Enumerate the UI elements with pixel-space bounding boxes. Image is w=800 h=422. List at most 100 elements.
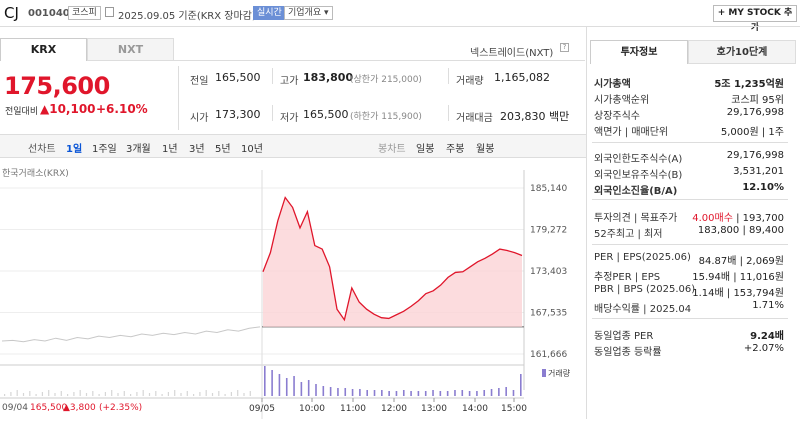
volume-bar — [512, 390, 515, 396]
y-tick-label: 185,140 — [530, 184, 567, 194]
volume-bar — [218, 391, 220, 396]
volume-bar — [16, 390, 18, 396]
volume-bar — [264, 366, 266, 396]
side-info-value: 84.87배 | 2,069원 — [698, 256, 784, 267]
tab-orderbook[interactable]: 호가10단계 — [688, 40, 796, 64]
volume-bar — [424, 391, 427, 396]
volume-bar — [85, 393, 88, 396]
period-3y[interactable]: 3년 — [189, 144, 205, 155]
prev-label: 전일 — [190, 76, 209, 87]
add-my-stock-button[interactable]: + MY STOCK 추가 — [713, 5, 797, 33]
x-tick-label: 11:00 — [340, 404, 366, 414]
y-tick-label: 167,535 — [530, 309, 567, 319]
y-tick-label: 179,272 — [530, 226, 567, 236]
side-info-row: 외국인보유주식수(B) 3,531,201 — [594, 166, 784, 181]
volume-bar — [307, 380, 310, 396]
industry-rate-row[interactable]: 동일업종 등락률 +2.07% — [594, 343, 784, 358]
x-tick-label: 12:00 — [381, 404, 407, 414]
period-1w[interactable]: 1주일 — [92, 144, 117, 155]
volume-bar — [381, 390, 383, 396]
today-line — [262, 196, 523, 322]
tab-krx[interactable]: KRX — [0, 38, 87, 61]
line-chart-label: 선차트 — [28, 144, 56, 155]
volume-bar — [446, 391, 449, 396]
side-info-label: 시가총액 — [594, 79, 631, 90]
period-5y[interactable]: 5년 — [215, 144, 231, 155]
chart-source-label: 한국거래소(KRX) — [2, 169, 69, 179]
stock-name: CJ — [4, 4, 19, 22]
volume-bar — [293, 376, 295, 396]
volume-bar — [180, 393, 182, 396]
volume-bar — [410, 391, 412, 396]
volume-bar — [142, 390, 144, 396]
side-info-row: 상장주식수 29,176,998 — [594, 107, 784, 122]
side-info-value: 15.94배 | 11,016원 — [692, 272, 784, 283]
base-date: 2025.09.05 기준(KRX 장마감) — [118, 11, 256, 22]
volume-bar — [4, 394, 6, 396]
volume-bar — [329, 387, 332, 396]
period-10y[interactable]: 10년 — [241, 144, 263, 155]
volume-bar — [73, 392, 75, 396]
side-info-row: 추정PER | EPS 15.94배 | 11,016원 — [594, 268, 784, 283]
candle-monthly[interactable]: 월봉 — [476, 144, 495, 155]
high-value: 183,800 — [303, 71, 354, 84]
period-3m[interactable]: 3개월 — [126, 144, 151, 155]
volume-bar — [54, 393, 56, 396]
current-price: 175,600 — [4, 72, 110, 100]
week52-label: 52주최고 | 최저 — [594, 229, 663, 240]
volume-bar — [92, 391, 94, 396]
prev-day-rate: (+2.35%) — [99, 403, 143, 413]
volume-bar — [104, 392, 106, 396]
side-divider — [592, 142, 788, 143]
industry-per-row[interactable]: 동일업종 PER 9.24배 — [594, 327, 784, 342]
company-overview-button[interactable]: 기업개요 ▾ — [284, 6, 333, 20]
volume-bar — [278, 374, 281, 396]
volume-bar — [366, 390, 368, 396]
volume-bar — [468, 391, 471, 396]
volume-bar — [79, 390, 81, 396]
side-info-row: 외국인한도주식수(A) 29,176,998 — [594, 150, 784, 165]
price-chart[interactable]: 185,140 179,272 173,403 167,535 161,666 09/05… — [0, 160, 586, 419]
side-info-value: 3,531,201 — [733, 166, 784, 177]
volume-bar — [454, 390, 456, 396]
volume-bar — [48, 390, 50, 396]
volume-bar — [359, 389, 361, 396]
volume-bar — [498, 388, 500, 396]
side-info-label: 상장주식수 — [594, 111, 640, 122]
volume-bar — [224, 394, 226, 396]
side-info-label: 액면가 | 매매단위 — [594, 127, 669, 138]
week52-value: 183,800 | 89,400 — [697, 225, 784, 236]
side-info-row: 시가총액순위 코스피 95위 — [594, 91, 784, 106]
volume-bar — [395, 391, 398, 396]
help-icon[interactable]: ? — [560, 43, 569, 52]
volume-bar — [483, 390, 486, 396]
tab-nxt[interactable]: NXT — [87, 38, 174, 61]
period-1d[interactable]: 1일 — [66, 144, 83, 155]
side-info-label: 외국인한도주식수(A) — [594, 154, 683, 165]
header-divider — [0, 26, 800, 27]
volume-bar — [29, 391, 31, 396]
side-info-label: 외국인소진율(B/A) — [594, 186, 678, 197]
prev-day-close: 165,500 — [30, 403, 68, 413]
side-info-value: 5조 1,235억원 — [714, 79, 784, 90]
side-info-row: 배당수익률 | 2025.04 1.71% — [594, 300, 784, 315]
period-1y[interactable]: 1년 — [162, 144, 178, 155]
quote-divider — [448, 105, 449, 121]
side-info-value: 12.10% — [742, 182, 784, 193]
realtime-badge[interactable]: 실시간 — [253, 6, 286, 20]
x-tick-label: 13:00 — [421, 404, 447, 414]
chevron-down-icon: ▾ — [324, 8, 329, 18]
upper-limit: (상한가 215,000) — [350, 75, 422, 85]
period-bar — [0, 134, 586, 158]
x-tick-label: 10:00 — [299, 404, 325, 414]
candle-daily[interactable]: 일봉 — [416, 144, 435, 155]
x-tick-label: 14:00 — [462, 404, 488, 414]
candle-chart-label: 봉차트 — [378, 144, 406, 155]
tab-invest-info[interactable]: 투자정보 — [590, 40, 688, 64]
opinion-row: 투자의견 | 목표주가 4.00매수 | 193,700 — [594, 209, 784, 224]
market-badge: 코스피 — [68, 6, 101, 20]
volume-bar — [351, 389, 354, 396]
opinion-label: 투자의견 | 목표주가 — [594, 213, 678, 224]
candle-weekly[interactable]: 주봉 — [446, 144, 465, 155]
y-tick-label: 161,666 — [530, 350, 567, 360]
